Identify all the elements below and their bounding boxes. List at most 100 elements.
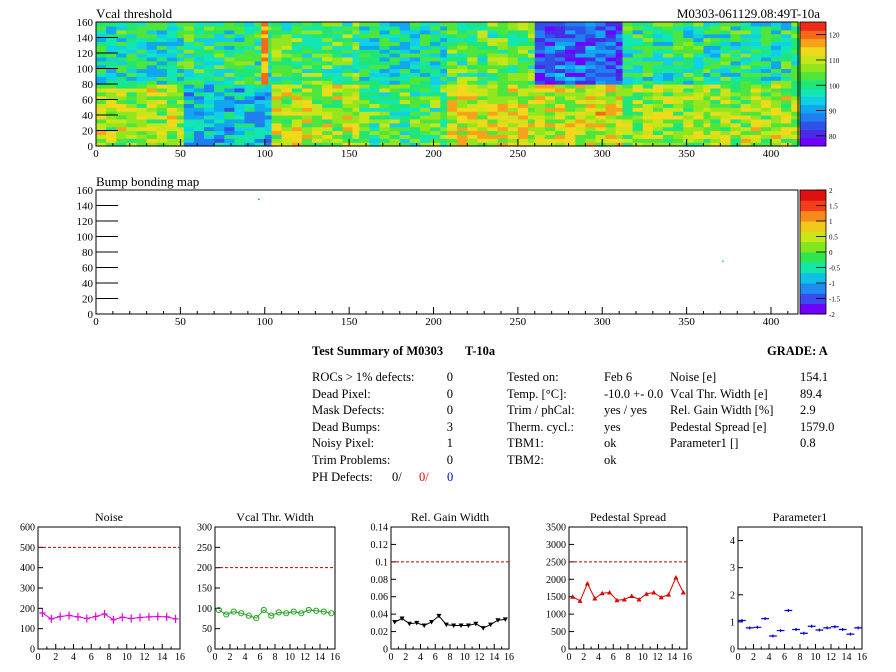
chart-x-tick-label: 16	[504, 652, 514, 663]
chart-y-tick-label: 0	[207, 645, 212, 656]
chart-x-tick-label: 14	[315, 652, 325, 663]
chart-frame	[214, 526, 336, 650]
chart-x-tick-label: 6	[89, 652, 94, 663]
chart-y-tick-label: 500	[20, 543, 35, 554]
chart-y-tick-label: 1500	[546, 592, 566, 603]
chart-x-tick-label: 4	[767, 652, 772, 663]
threshold-palette-swatch	[800, 129, 826, 139]
chart-x-tick-label: 10	[638, 652, 648, 663]
chart-x-tick-label: 14	[842, 652, 852, 663]
chart-title: Vcal Thr. Width	[236, 510, 313, 524]
chart-y-tick-label: 2500	[546, 557, 566, 568]
chart-y-tick-label: 2000	[546, 575, 566, 586]
chart-point	[57, 612, 64, 621]
chart-point	[305, 606, 312, 614]
chart-y-tick-label: 0.02	[371, 627, 389, 638]
chart-point	[320, 608, 327, 615]
chart-x-tick-label: 6	[782, 652, 787, 663]
chart-2: Rel. Gain Width 0 0.02 0.04 0.06 0.08 0.1 0.12 0…	[371, 510, 515, 663]
bump-map-x-tick-label: 350	[678, 316, 695, 328]
chart-point	[260, 606, 267, 614]
chart-y-tick-label: 50	[202, 624, 212, 635]
threshold-palette-label: 90	[829, 108, 837, 116]
bump-map-x-tick-label: 400	[763, 316, 780, 328]
top-map-title: Vcal threshold	[96, 6, 173, 21]
chart-x-tick-label: 0	[389, 652, 394, 663]
bump-palette-swatch	[800, 262, 826, 274]
chart-point	[283, 610, 290, 617]
chart-point	[769, 634, 777, 638]
chart-point	[753, 625, 762, 629]
chart-point	[488, 622, 494, 628]
chart-point	[570, 594, 576, 599]
chart-x-tick-label: 12	[826, 652, 836, 663]
bump-map-y-tick-label: 160	[77, 185, 94, 197]
chart-y-tick-label: 200	[197, 563, 212, 574]
defect-value: 1	[446, 436, 453, 450]
chart-point	[429, 619, 435, 625]
chart-point	[436, 613, 442, 619]
chart-point	[298, 610, 305, 617]
bump-palette-swatch	[800, 252, 826, 263]
chart-point	[392, 619, 398, 625]
top-map-y-tick-label: 120	[77, 48, 94, 60]
chart-x-tick-label: 10	[285, 652, 295, 663]
chart-point	[761, 617, 769, 621]
bump-map-y-tick-label: 80	[82, 247, 94, 259]
chart-point	[807, 624, 816, 628]
bump-map-x-tick-label: 100	[257, 316, 274, 328]
chart-x-tick-label: 2	[751, 652, 756, 663]
chart-x-tick-label: 8	[626, 652, 631, 663]
chart-y-tick-label: 4	[730, 536, 735, 547]
bump-map-y-tick-label: 140	[77, 201, 94, 213]
chart-y-tick-label: 0	[561, 645, 566, 656]
bump-palette-swatch	[800, 241, 826, 253]
grade-label: GRADE: A	[767, 344, 828, 358]
bump-defect-marker	[258, 198, 260, 201]
chart-x-tick-label: 2	[403, 652, 408, 663]
chart-point	[673, 575, 679, 580]
chart-y-tick-label: 300	[20, 584, 35, 595]
chart-x-tick-label: 6	[258, 652, 263, 663]
bump-bonding-map[interactable]	[258, 198, 724, 263]
chart-title: Parameter1	[773, 510, 828, 524]
parameter-label: Noise [e]	[670, 370, 717, 384]
chart-x-tick-label: 12	[475, 652, 485, 663]
chart-point	[443, 622, 449, 628]
bump-palette-label: 1.5	[829, 203, 838, 211]
chart-point	[629, 593, 635, 599]
chart-point	[154, 612, 161, 621]
chart-y-tick-label: 3500	[546, 523, 566, 534]
top-map-x-tick-label: 0	[93, 148, 99, 160]
threshold-palette-frame	[799, 21, 827, 147]
bump-map-title: Bump bonding map	[96, 174, 199, 189]
chart-point	[48, 614, 55, 623]
chart-x-tick-label: 16	[330, 652, 340, 663]
bump-palette-label: 2	[829, 187, 833, 195]
chart-y-tick-label: 400	[20, 563, 35, 574]
parameter-value: 2.9	[800, 403, 816, 417]
chart-y-tick-label: 0	[730, 645, 735, 656]
chart-point	[651, 590, 657, 595]
threshold-palette-label: 100	[829, 82, 840, 90]
chart-x-tick-label: 0	[213, 652, 218, 663]
vcal-threshold-map[interactable]	[96, 22, 802, 147]
bump-map-y-tick-label: 20	[82, 294, 94, 306]
chart-point	[838, 627, 847, 631]
bump-palette-label: -0.5	[829, 265, 841, 273]
chart-y-tick-label: 0.1	[376, 557, 389, 568]
bump-map-x-tick-label: 0	[93, 316, 99, 328]
threshold-palette-swatch	[800, 104, 826, 114]
bump-map-x-tick-label: 250	[510, 316, 527, 328]
chart-point	[846, 632, 855, 636]
chart-point	[230, 608, 237, 615]
top-map-y-tick-label: 40	[82, 110, 94, 122]
chart-0: Noise 0 100 200 300 400 500 600 0 2 4 6 8 10 12 14 16	[20, 510, 185, 663]
ph-value-3: 0	[447, 470, 454, 484]
threshold-palette-label: 80	[829, 133, 837, 141]
bump-map-x-tick-label: 300	[594, 316, 611, 328]
chart-point	[399, 616, 405, 621]
threshold-palette-swatch	[800, 121, 826, 130]
